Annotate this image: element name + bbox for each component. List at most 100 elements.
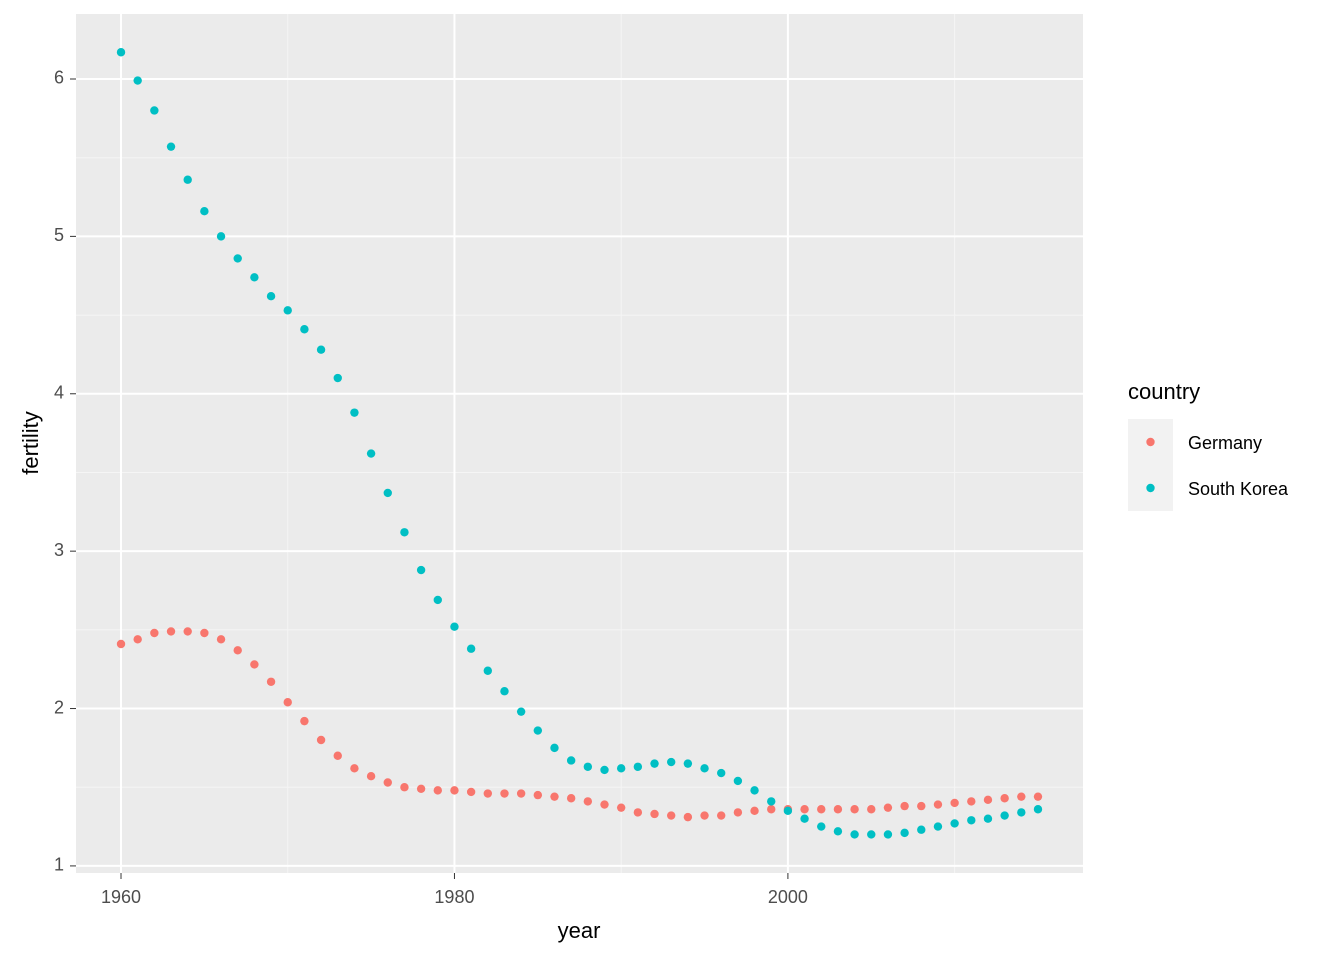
- point: [750, 806, 759, 816]
- point: [817, 822, 826, 831]
- y-tick-label: 5: [54, 225, 64, 245]
- point: [683, 812, 693, 822]
- point: [450, 786, 459, 795]
- point: [116, 639, 126, 649]
- point: [216, 635, 226, 644]
- point: [416, 565, 426, 575]
- point: [950, 798, 959, 808]
- point: [900, 801, 909, 811]
- y-tick-label: 4: [54, 383, 64, 403]
- point: [933, 800, 943, 809]
- point: [666, 757, 676, 767]
- y-tick-label: 2: [54, 697, 64, 717]
- point: [366, 772, 376, 781]
- y-tick-label: 1: [54, 855, 64, 875]
- point: [733, 776, 743, 786]
- point: [533, 790, 543, 800]
- point: [817, 805, 826, 814]
- legend-marker: [1146, 437, 1155, 447]
- point: [400, 528, 409, 537]
- point: [566, 756, 576, 765]
- point: [500, 687, 509, 696]
- point: [400, 783, 409, 792]
- point: [483, 789, 493, 798]
- panel: [76, 14, 1083, 873]
- point: [200, 207, 209, 216]
- point: [500, 789, 509, 798]
- point: [483, 666, 493, 675]
- point: [233, 254, 242, 263]
- x-tick-label: 2000: [768, 887, 808, 907]
- point: [1000, 811, 1009, 820]
- point: [183, 627, 192, 636]
- point: [566, 794, 576, 803]
- point: [1033, 805, 1043, 814]
- point: [333, 751, 342, 760]
- point: [516, 789, 526, 798]
- point: [733, 808, 743, 817]
- point: [233, 646, 242, 655]
- point: [950, 819, 959, 828]
- point: [133, 76, 142, 85]
- x-tick-label: 1980: [434, 887, 474, 907]
- point: [283, 698, 292, 707]
- point: [900, 828, 909, 838]
- point: [967, 797, 976, 806]
- point: [333, 373, 342, 383]
- y-axis-title: fertility: [18, 411, 43, 475]
- y-tick-label: 3: [54, 540, 64, 560]
- point: [683, 759, 693, 768]
- point: [366, 449, 376, 458]
- point: [250, 660, 259, 669]
- point: [917, 801, 926, 811]
- point: [583, 797, 593, 806]
- point: [650, 759, 659, 768]
- point: [350, 764, 359, 773]
- point: [700, 811, 709, 820]
- point: [300, 716, 309, 726]
- point: [600, 765, 609, 775]
- point: [150, 628, 159, 638]
- point: [633, 808, 643, 817]
- point: [750, 786, 759, 795]
- point: [850, 830, 859, 839]
- point: [833, 827, 843, 836]
- point: [416, 784, 426, 793]
- point: [933, 822, 943, 831]
- point: [1017, 792, 1026, 801]
- point: [616, 803, 626, 812]
- x-tick-label: 1960: [101, 887, 141, 907]
- point: [466, 644, 476, 653]
- point: [666, 811, 676, 820]
- point: [616, 764, 626, 773]
- point: [550, 743, 559, 753]
- point: [717, 768, 726, 778]
- point: [650, 809, 659, 819]
- point: [383, 778, 392, 787]
- point: [150, 106, 159, 115]
- point: [133, 635, 142, 644]
- point: [116, 48, 126, 57]
- point: [250, 273, 259, 282]
- legend-label: South Korea: [1188, 479, 1289, 499]
- point: [166, 142, 176, 151]
- point: [700, 764, 709, 773]
- point: [283, 306, 292, 315]
- point: [316, 345, 326, 354]
- point: [917, 825, 926, 834]
- point: [216, 232, 226, 241]
- point: [583, 762, 593, 771]
- point: [867, 805, 876, 814]
- point: [183, 175, 192, 184]
- point: [717, 811, 726, 820]
- point: [466, 787, 476, 797]
- legend-label: Germany: [1188, 433, 1262, 453]
- point: [850, 805, 859, 814]
- point: [600, 800, 609, 809]
- point: [550, 792, 559, 801]
- point: [1033, 792, 1043, 801]
- point: [266, 677, 276, 686]
- point: [983, 814, 993, 823]
- point: [883, 803, 893, 812]
